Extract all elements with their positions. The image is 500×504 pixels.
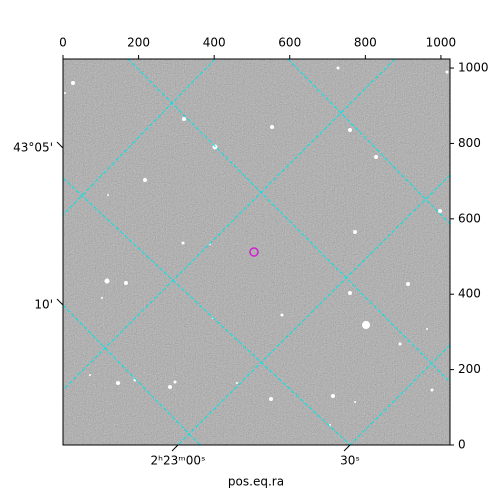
y-tick-label: 400 — [458, 287, 481, 301]
star — [374, 155, 378, 159]
x-tick-label: 600 — [278, 36, 301, 50]
star — [445, 70, 449, 74]
star — [116, 381, 120, 385]
x-tick-label: 1000 — [426, 36, 457, 50]
star — [430, 388, 434, 392]
x-tick-label: 200 — [127, 36, 150, 50]
grid-line — [63, 177, 351, 445]
dec-tick — [56, 141, 64, 149]
star — [168, 385, 172, 389]
star — [64, 92, 66, 94]
y-tick-label: 600 — [458, 211, 481, 225]
star — [182, 117, 186, 121]
star — [426, 328, 428, 330]
star — [143, 178, 147, 182]
target-marker — [249, 247, 259, 257]
grid-line — [177, 174, 450, 445]
star — [71, 81, 75, 85]
image-noise — [63, 59, 450, 445]
star — [362, 321, 370, 329]
y-tick-label: 1000 — [458, 61, 489, 75]
y-tick-label: 800 — [458, 136, 481, 150]
ra-tick-label: 30ˢ — [340, 454, 360, 468]
star — [212, 144, 218, 150]
star — [124, 281, 128, 285]
star — [438, 209, 442, 213]
ra-tick-label: 2ʰ23ᵐ00ˢ — [151, 454, 206, 468]
star — [398, 342, 402, 346]
dec-tick — [56, 298, 64, 306]
star — [354, 401, 356, 403]
x-tick-label: 400 — [203, 36, 226, 50]
star — [173, 380, 177, 384]
grid-line — [287, 59, 450, 225]
star — [280, 313, 284, 317]
star — [236, 382, 238, 384]
star — [107, 194, 109, 196]
star — [181, 241, 185, 245]
ra-tick — [171, 444, 179, 452]
grid-line — [127, 59, 450, 383]
x-tick-label: 0 — [59, 36, 67, 50]
star — [353, 230, 357, 234]
star — [270, 125, 274, 129]
x-axis-label: pos.eq.ra — [228, 475, 284, 489]
ra-tick — [343, 444, 351, 452]
star — [89, 374, 91, 376]
star — [348, 291, 352, 295]
coordinate-grid — [63, 59, 450, 445]
y-tick-label: 0 — [458, 438, 466, 452]
dec-tick-label: 10' — [34, 298, 53, 312]
grid-line — [63, 304, 201, 445]
star — [269, 397, 273, 401]
x-tick-label: 800 — [354, 36, 377, 50]
y-tick-label: 200 — [458, 362, 481, 376]
star — [331, 394, 335, 398]
star — [101, 297, 103, 299]
frame — [62, 58, 451, 446]
star — [104, 278, 110, 284]
star — [348, 128, 352, 132]
grid-line — [63, 59, 216, 216]
star — [336, 66, 340, 70]
dec-tick-label: 43°05' — [13, 141, 53, 155]
star — [406, 282, 410, 286]
grid-line — [63, 59, 396, 391]
stars — [64, 66, 449, 426]
grid-line — [349, 344, 450, 445]
